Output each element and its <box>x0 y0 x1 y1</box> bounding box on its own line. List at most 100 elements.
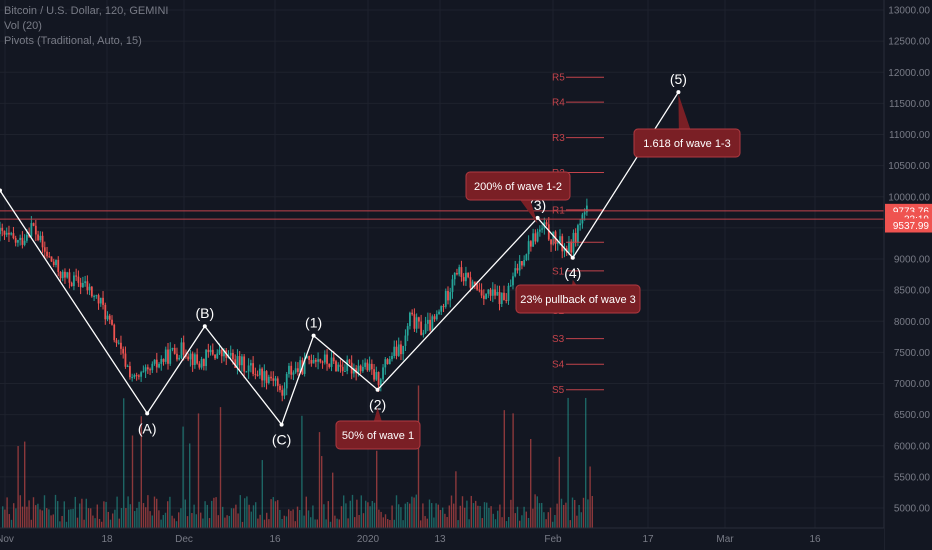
candle-body <box>514 268 517 277</box>
wave-point[interactable] <box>145 411 150 416</box>
candle-body <box>415 317 418 329</box>
candle-body <box>84 281 87 283</box>
volume-bar <box>525 511 527 528</box>
volume-bar <box>321 456 323 528</box>
volume-bar <box>65 521 68 528</box>
volume-bar <box>428 499 431 528</box>
candle-body <box>382 367 384 380</box>
volume-bar <box>277 500 279 528</box>
candle-body <box>570 241 573 253</box>
volume-bar <box>508 517 510 528</box>
annotation-box <box>335 420 421 450</box>
candle-body <box>176 353 178 360</box>
volume-bar <box>362 513 365 528</box>
volume-bar <box>404 503 406 528</box>
volume-bar <box>244 498 246 528</box>
time-axis[interactable] <box>0 528 884 550</box>
price-tick-label: 7000.00 <box>894 379 931 390</box>
candle-body <box>131 376 134 378</box>
elliott-wave-line[interactable] <box>0 91 679 426</box>
candle-body <box>496 291 499 296</box>
wave-point[interactable] <box>0 188 2 193</box>
volume-bar <box>123 398 125 528</box>
volume-bar <box>10 519 13 528</box>
candle-body <box>288 365 290 375</box>
volume-bar <box>285 516 288 528</box>
price-axis[interactable] <box>884 0 932 550</box>
candle-body <box>361 366 364 372</box>
pivot-label-p: P <box>552 238 559 249</box>
volume-bar <box>189 443 191 528</box>
volume-bar <box>164 512 167 528</box>
candle-body <box>330 357 333 367</box>
annotation-callout[interactable]: 1.618 of wave 1-3 <box>633 94 741 158</box>
price-tick-label: 6000.00 <box>894 441 931 452</box>
volume-bar <box>541 502 543 528</box>
volume-bar <box>316 519 318 528</box>
time-tick-label: 13 <box>434 534 446 545</box>
price-tick-label: 7500.00 <box>894 348 931 359</box>
volume-bar <box>358 515 360 528</box>
candle-body <box>402 345 405 355</box>
wave-point[interactable] <box>375 387 380 392</box>
volume-bar <box>24 441 26 528</box>
volume-bar <box>483 502 486 528</box>
volume-bar <box>43 495 46 528</box>
annotation-text: 23% pullback of wave 3 <box>520 294 636 306</box>
annotation-callout[interactable]: 50% of wave 1 <box>335 407 421 450</box>
price-tick-label: 9000.00 <box>894 255 931 266</box>
candle-body <box>158 363 160 368</box>
annotation-callout[interactable]: 200% of wave 1-2 <box>465 171 571 224</box>
candle-body <box>433 316 436 320</box>
candle-body <box>142 371 145 373</box>
candle-body <box>366 362 369 371</box>
wave-point[interactable] <box>279 422 284 427</box>
annotation-callout[interactable]: 23% pullback of wave 3 <box>515 279 641 314</box>
symbol-title[interactable]: Bitcoin / U.S. Dollar, 120, GEMINI <box>4 5 169 17</box>
candle-body <box>151 363 154 371</box>
candle-body <box>267 376 270 383</box>
candle-body <box>187 356 190 360</box>
volume-bar <box>466 500 468 528</box>
volume-bar <box>180 508 182 528</box>
pivot-label-s3: S3 <box>552 334 565 345</box>
volume-bar <box>292 509 294 528</box>
candle-body <box>431 316 434 331</box>
candle-body <box>39 235 42 241</box>
candle-body <box>413 314 416 329</box>
volume-bar <box>46 508 48 528</box>
wave-point[interactable] <box>202 324 207 329</box>
wave-point[interactable] <box>676 90 681 95</box>
time-tick-label: Nov <box>0 534 14 545</box>
volume-bar <box>226 515 228 528</box>
wave-point[interactable] <box>311 333 316 338</box>
volume-bar <box>589 466 591 528</box>
volume-bar <box>32 497 35 528</box>
candle-body <box>229 352 232 356</box>
candle-body <box>162 358 165 362</box>
volume-bar <box>389 520 391 528</box>
volume-indicator-label[interactable]: Vol (20) <box>4 20 42 32</box>
candle-body <box>79 282 82 288</box>
wave-point[interactable] <box>535 215 540 220</box>
wave-point[interactable] <box>570 255 575 260</box>
volume-bar <box>549 507 552 528</box>
price-tag[interactable] <box>885 218 932 233</box>
volume-bar <box>516 506 519 528</box>
price-tick-label: 8000.00 <box>894 317 931 328</box>
pivots-indicator-label[interactable]: Pivots (Traditional, Auto, 15) <box>4 35 142 47</box>
candle-body <box>25 234 28 241</box>
wave-label-5: (5) <box>670 71 687 87</box>
volume-bar <box>215 497 217 528</box>
volume-bar <box>134 511 136 528</box>
candle-body <box>93 295 95 297</box>
candle-body <box>547 224 550 240</box>
volume-bar <box>156 498 158 528</box>
volume-bar <box>457 520 459 528</box>
candle-body <box>507 285 510 301</box>
volume-bar <box>373 502 376 528</box>
volume-bar <box>505 521 508 528</box>
candle-body <box>467 272 470 278</box>
